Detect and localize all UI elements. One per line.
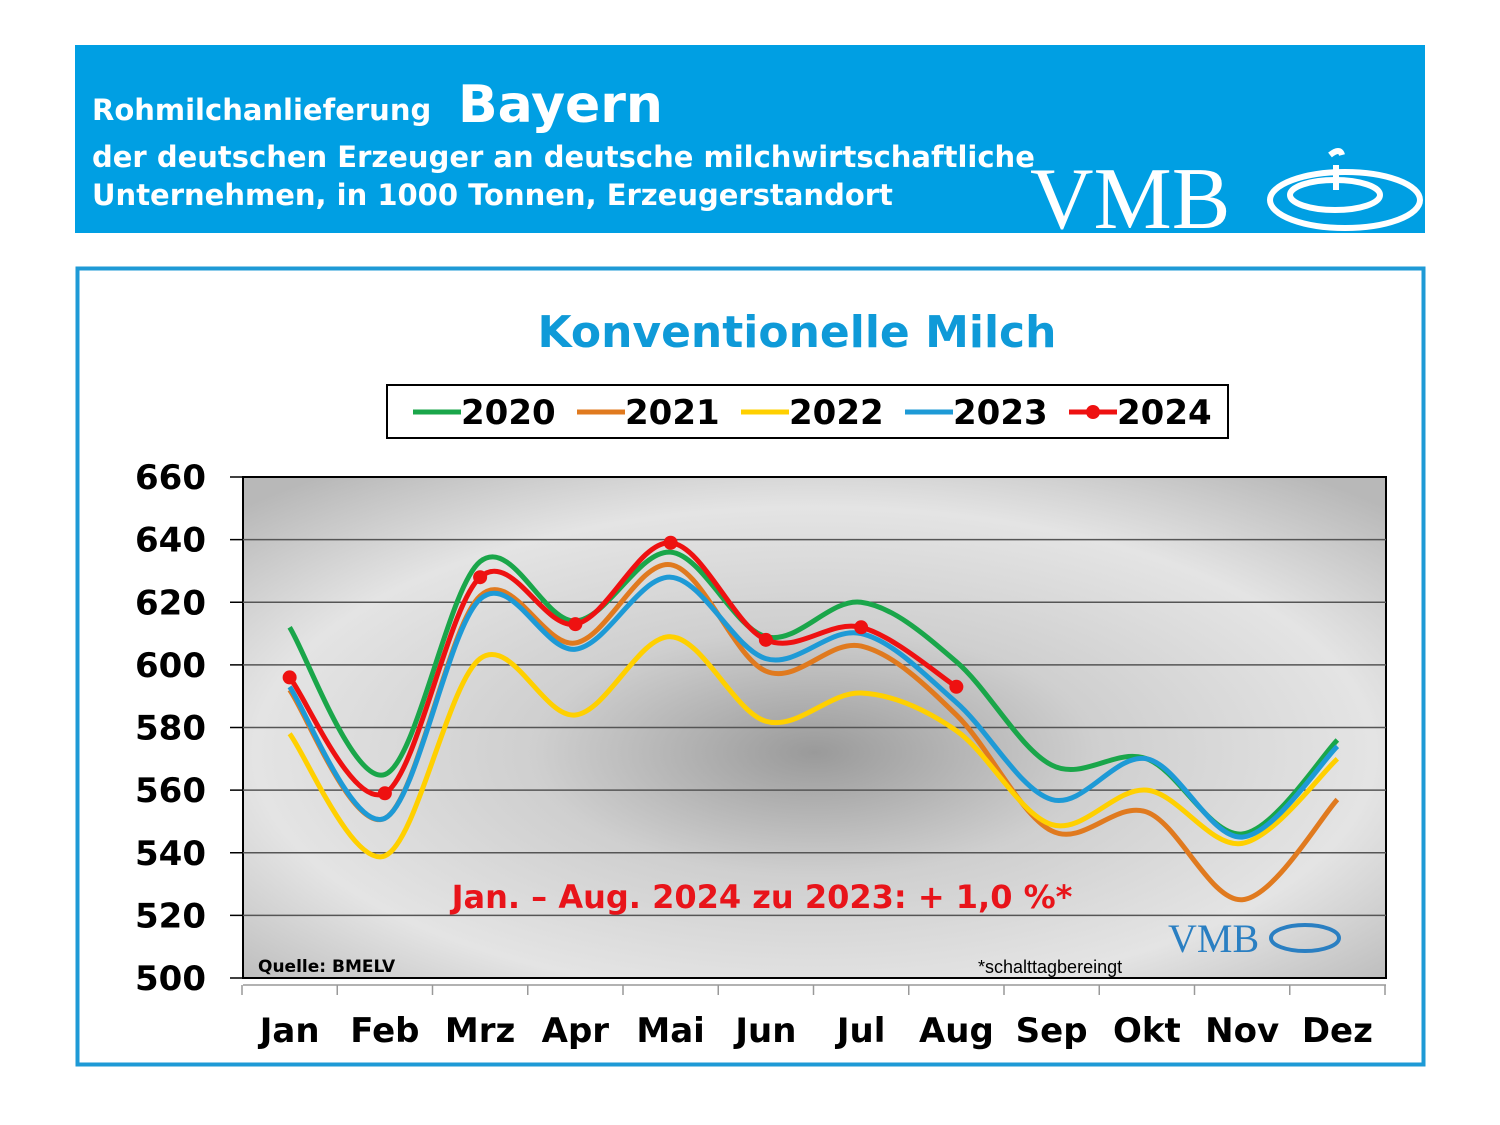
header-line: der deutschen Erzeuger an deutsche milch…	[92, 140, 1035, 174]
x-tick-label: Mrz	[445, 1011, 515, 1051]
legend-label: 2020	[461, 393, 556, 433]
header-line: Unternehmen, in 1000 Tonnen, Erzeugersta…	[92, 178, 893, 212]
x-tick-label: Nov	[1205, 1011, 1279, 1051]
marker	[854, 620, 869, 635]
y-tick-label: 640	[135, 521, 206, 561]
logo: VMB	[1030, 151, 1231, 248]
y-tick-label: 560	[135, 771, 206, 811]
legend-marker	[1086, 405, 1100, 419]
legend-label: 2024	[1117, 393, 1212, 433]
marker	[758, 632, 773, 647]
plot-logo-swirl	[1269, 923, 1341, 953]
x-tick-label: Aug	[919, 1011, 994, 1051]
header-region: Bayern	[458, 75, 663, 135]
annotation: Jan. – Aug. 2024 zu 2023: + 1,0 %*	[450, 878, 1073, 916]
y-tick-label: 600	[135, 646, 206, 686]
x-tick-label: Mai	[636, 1011, 704, 1051]
marker	[949, 679, 964, 694]
legend-label: 2023	[953, 393, 1048, 433]
y-tick-label: 580	[135, 709, 206, 749]
marker	[377, 786, 392, 801]
x-tick-label: Sep	[1016, 1011, 1088, 1051]
y-tick-label: 540	[135, 834, 206, 874]
plot-logo: VMB	[1168, 916, 1259, 961]
legend-label: 2022	[789, 393, 884, 433]
series-line	[287, 574, 1340, 840]
marker	[473, 570, 488, 585]
logo-swirl	[1267, 148, 1423, 231]
header-band	[75, 45, 1425, 233]
marker	[663, 535, 678, 550]
x-tick-label: Jan	[258, 1011, 320, 1051]
x-tick-label: Jul	[835, 1011, 886, 1051]
y-tick-label: 500	[135, 959, 206, 999]
x-tick-label: Apr	[542, 1011, 610, 1051]
legend-label: 2021	[625, 393, 720, 433]
marker	[282, 670, 297, 685]
x-tick-label: Jun	[733, 1011, 796, 1051]
y-tick-label: 520	[135, 896, 206, 936]
y-tick-label: 660	[135, 458, 206, 498]
x-tick-label: Okt	[1113, 1011, 1181, 1051]
source: Quelle: BMELV	[258, 957, 396, 977]
note: *schalttagbereingt	[978, 957, 1122, 977]
x-tick-label: Dez	[1302, 1011, 1373, 1051]
chart-title: Konventionelle Milch	[538, 307, 1057, 358]
series-line	[287, 634, 1340, 860]
x-tick-label: Feb	[350, 1011, 419, 1051]
marker	[568, 617, 583, 632]
y-tick-label: 620	[135, 583, 206, 623]
header-label: Rohmilchanlieferung	[92, 93, 431, 127]
